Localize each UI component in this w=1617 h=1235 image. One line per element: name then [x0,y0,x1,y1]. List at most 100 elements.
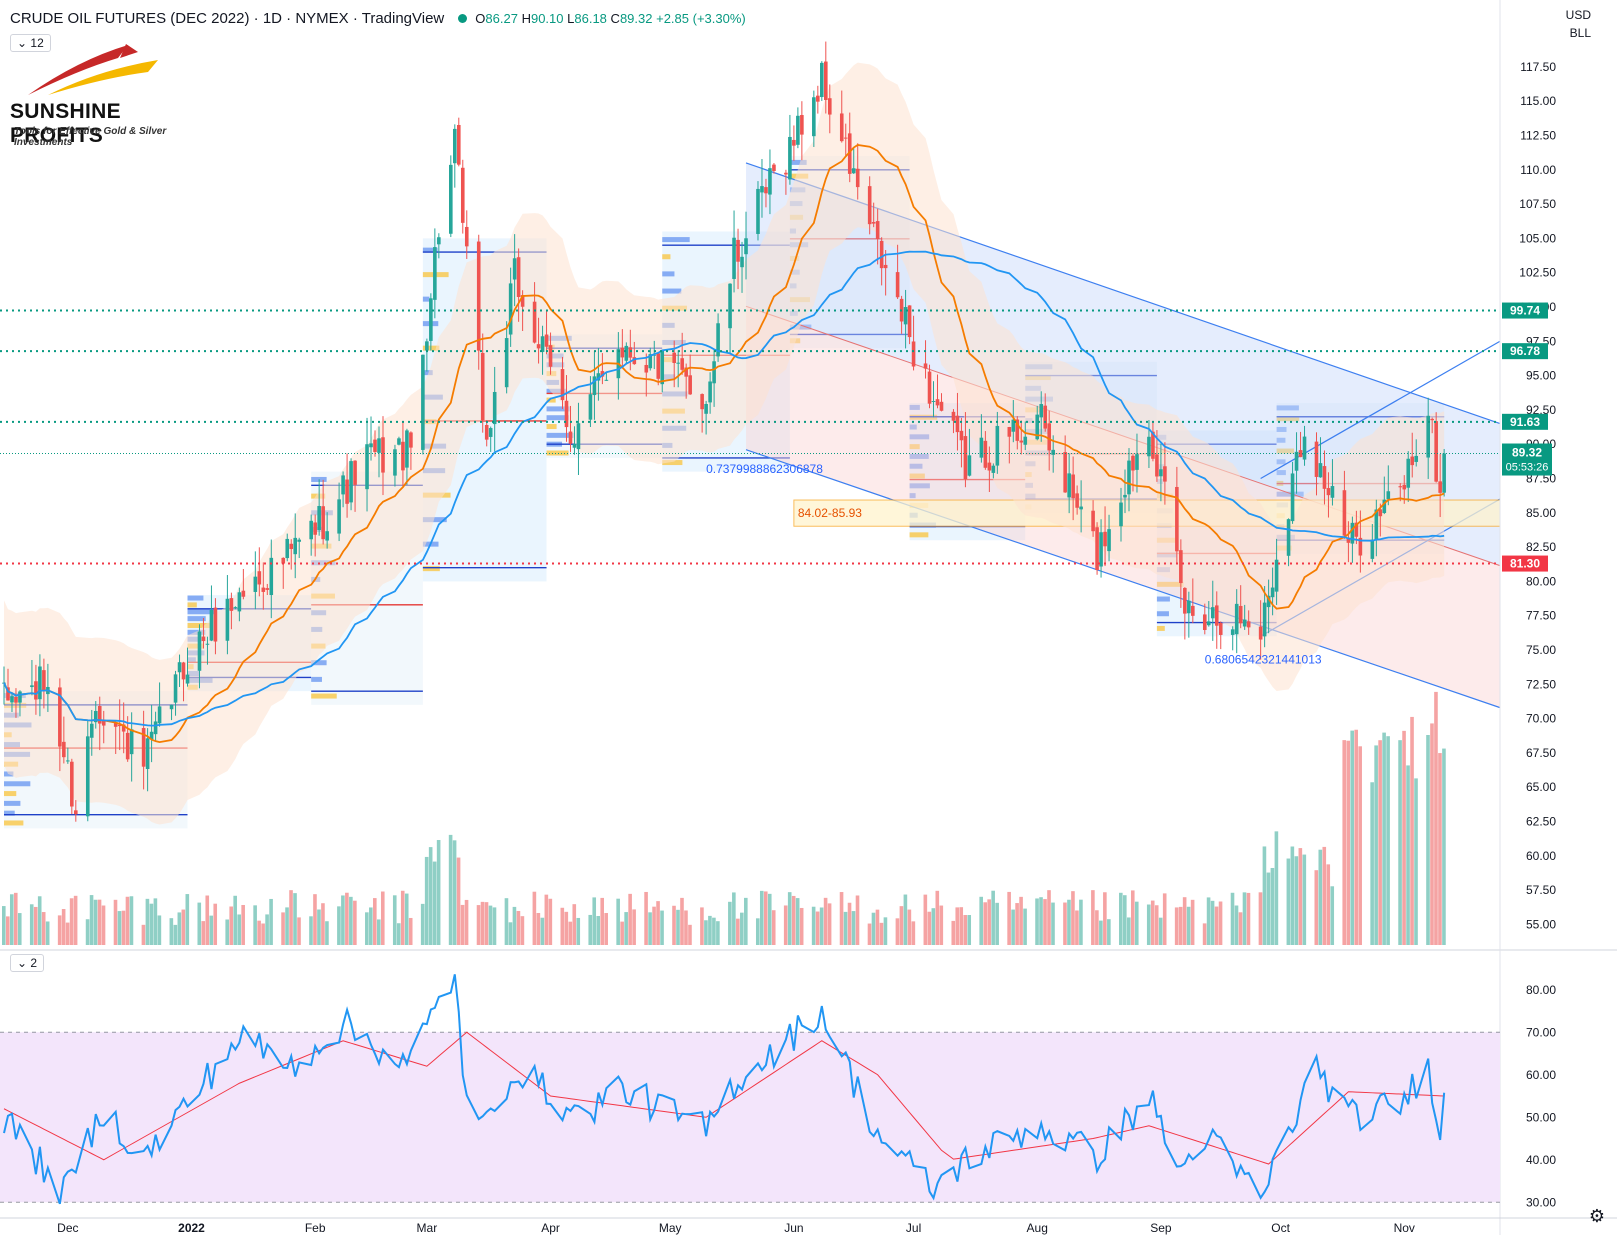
volume-bar [1374,745,1378,945]
volume-bar [815,911,820,945]
volume-bar [755,918,760,945]
time-tick-label: Aug [1027,1221,1048,1235]
volume-profile-bar [1156,596,1170,602]
volume-bar [365,912,369,945]
currency-selector[interactable]: USD [1565,8,1591,22]
candle-body [855,168,860,188]
volume-bar [883,917,888,945]
candle-body [995,425,1000,466]
price-tick-label: 60.00 [1526,849,1556,863]
candle-body [113,722,118,727]
volume-bar [1067,899,1071,945]
volume-bar [1015,903,1019,945]
volume-bar [229,906,233,945]
volume-bar [213,903,218,945]
volume-profile-bar [909,463,923,469]
volume-bar [1130,890,1135,945]
price-tick-label: 102.50 [1519,266,1556,280]
volume-bar [149,903,154,945]
candle-body [1330,486,1335,498]
candle-body [824,61,828,100]
candle-body [285,538,290,559]
moving-average-50 [3,250,1445,727]
candle-body [764,187,768,194]
volume-bar [1350,730,1354,945]
volume-bar [1186,906,1191,945]
candle-body [1438,481,1442,493]
volume-profile-bar [1276,416,1300,422]
candle-body [1071,474,1075,499]
volume-bar [1146,904,1151,945]
candle-body [568,431,573,444]
candle-body [484,424,489,440]
price-tick-label: 92.50 [1526,403,1556,417]
volume-bar [684,910,688,945]
volume-bar [899,906,904,945]
candle-body [1210,607,1215,619]
volume-bar [1202,923,1207,945]
candle-body [883,264,888,269]
candle-body [429,298,433,341]
volume-profile-bar [422,247,438,253]
rsi-pane: 30.00 40.00 50.00 60.00 70.00 80.00 [0,974,1556,1209]
volume-bar [1438,753,1442,945]
candle-body [1159,469,1163,477]
candle-body [1290,473,1295,522]
candle-body [935,399,940,406]
volume-bar [700,907,704,945]
candle-body [983,440,988,468]
volume-bar [652,906,656,945]
volume-bar [867,923,872,945]
volume-profile-bar [1276,470,1286,476]
indicators-collapse-button[interactable]: ⌄ 12 [10,34,51,52]
volume-bar [349,896,353,945]
candle-body [313,522,317,535]
unit-selector[interactable]: BLL [1569,26,1591,40]
volume-bar [9,894,14,945]
volume-bar [73,895,78,945]
volume-bar [927,911,932,945]
candle-body [205,643,210,645]
volume-profile-bar [546,432,574,438]
volume-bar [712,917,716,945]
candle-body [768,168,772,195]
candle-body [341,475,345,495]
volume-bar [125,896,130,945]
candle-body [365,444,369,490]
candle-body [173,674,178,703]
volume-bar [1298,848,1303,945]
volume-profile-bar [422,296,430,302]
rsi-collapse-button[interactable]: ⌄ 2 [10,954,45,972]
candle-body [70,761,74,807]
price-tick-label: 82.50 [1526,540,1556,554]
candle-body [401,441,405,471]
volume-bar [257,920,261,945]
candle-body [788,136,792,180]
candle-body [1095,527,1099,570]
candle-body [1314,441,1319,477]
symbol-title[interactable]: CRUDE OIL FUTURES (DEC 2022) · 1D · NYME… [10,10,445,27]
volume-bar [1410,716,1414,945]
volume-profile-bar [311,693,337,699]
volume-bar [37,896,42,945]
volume-bar [923,894,928,945]
candle-body [1242,619,1247,627]
candle-body [1187,600,1191,614]
time-tick-label: 2022 [178,1221,205,1235]
rsi-band [0,1032,1500,1203]
volume-profile-bar [789,324,812,330]
fib-annotation: 0.7379988862306878 [706,462,823,476]
volume-bar [656,901,660,945]
gear-icon[interactable]: ⚙ [1588,1206,1605,1226]
candle-body [1214,605,1219,626]
candle-body [628,347,633,358]
candle-body [1262,602,1267,637]
candle-body [293,537,298,555]
candle-body [169,704,174,710]
candle-body [141,728,146,767]
candle-body [38,666,42,700]
candle-body [604,379,609,381]
candle-body [181,662,186,680]
candle-body [209,610,214,641]
